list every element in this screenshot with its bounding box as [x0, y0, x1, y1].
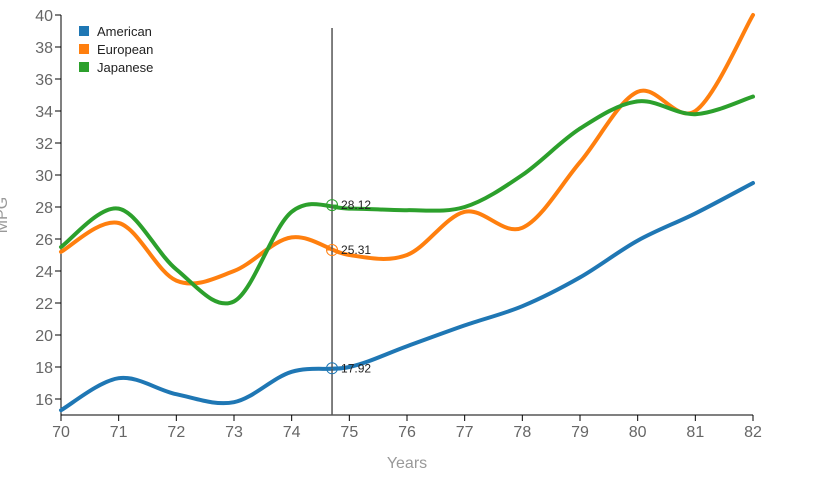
x-tick-label: 70 [52, 424, 70, 441]
y-tick-label: 26 [35, 232, 53, 249]
series-line-european[interactable] [59, 13, 755, 286]
axes: 16 18 20 22 24 26 28 30 32 34 36 38 40 70 71 72 73 74 75 76… [35, 8, 762, 441]
series-lines [59, 13, 755, 413]
series-line-american[interactable] [59, 181, 755, 413]
legend-swatch-european [79, 44, 89, 54]
x-tick-label: 80 [629, 424, 647, 441]
legend-swatch-american [79, 26, 89, 36]
y-tick-label: 18 [35, 360, 53, 377]
y-axis-title: MPG [0, 197, 11, 233]
hover-value-japanese: 28.12 [341, 198, 371, 212]
legend-label-european[interactable]: European [97, 42, 153, 57]
x-tick-label: 73 [225, 424, 243, 441]
legend-label-american[interactable]: American [97, 24, 152, 39]
x-tick-label: 81 [686, 424, 704, 441]
y-tick-label: 24 [35, 264, 53, 281]
legend-swatch-japanese [79, 62, 89, 72]
x-tick-label: 75 [340, 424, 358, 441]
y-tick-label: 16 [35, 392, 53, 409]
x-tick-label: 78 [513, 424, 531, 441]
x-tick-label: 77 [456, 424, 474, 441]
hover-indicator: 17.92 25.31 28.12 [326, 28, 371, 415]
y-tick-label: 34 [35, 104, 53, 121]
hover-value-european: 25.31 [341, 243, 371, 257]
x-tick-label: 79 [571, 424, 589, 441]
x-tick-label: 71 [110, 424, 128, 441]
x-tick-label: 76 [398, 424, 416, 441]
series-line-japanese[interactable] [59, 94, 755, 306]
y-tick-label: 28 [35, 200, 53, 217]
y-tick-label: 22 [35, 296, 53, 313]
y-tick-label: 38 [35, 40, 53, 57]
x-tick-label: 72 [167, 424, 185, 441]
x-tick-label: 82 [744, 424, 762, 441]
y-tick-label: 30 [35, 168, 53, 185]
x-axis-title: Years [387, 455, 427, 472]
x-tick-label: 74 [283, 424, 301, 441]
y-tick-label: 20 [35, 328, 53, 345]
y-tick-label: 36 [35, 72, 53, 89]
legend: American European Japanese [79, 24, 153, 75]
y-tick-label: 32 [35, 136, 53, 153]
y-tick-label: 40 [35, 8, 53, 25]
hover-value-american: 17.92 [341, 361, 371, 375]
legend-label-japanese[interactable]: Japanese [97, 60, 153, 75]
